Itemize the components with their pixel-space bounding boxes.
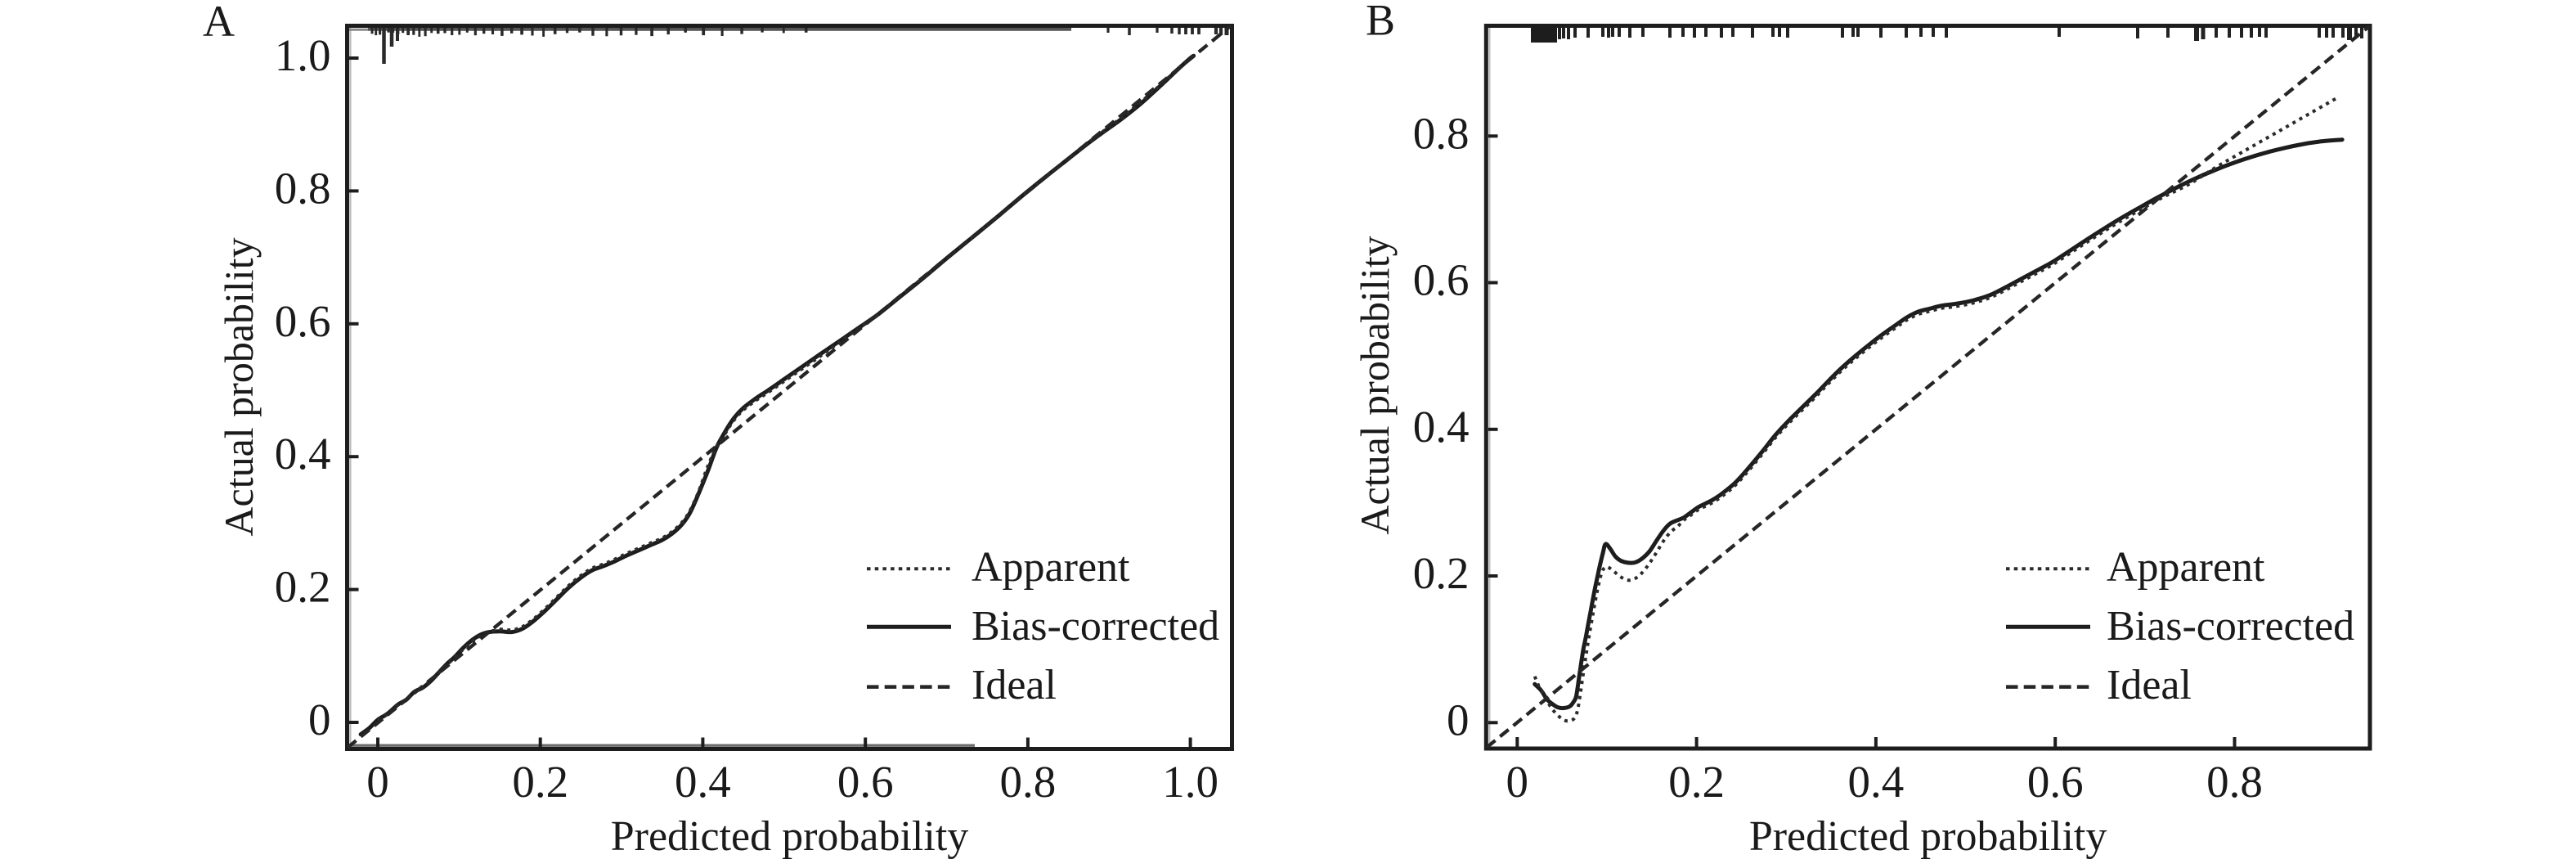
svg-text:Predicted probability: Predicted probability xyxy=(1749,813,2107,860)
svg-text:0.8: 0.8 xyxy=(1000,757,1057,807)
svg-text:0.6: 0.6 xyxy=(1413,255,1470,305)
svg-text:Ideal: Ideal xyxy=(2107,662,2192,708)
svg-text:0.4: 0.4 xyxy=(275,429,331,479)
svg-text:Apparent: Apparent xyxy=(972,544,1130,591)
svg-text:0.2: 0.2 xyxy=(275,562,331,612)
svg-text:0.2: 0.2 xyxy=(1668,757,1725,807)
svg-text:0.4: 0.4 xyxy=(1848,757,1905,807)
svg-text:1.0: 1.0 xyxy=(1162,757,1218,807)
svg-text:0: 0 xyxy=(308,695,331,744)
svg-text:0.6: 0.6 xyxy=(837,757,894,807)
svg-text:Actual probability: Actual probability xyxy=(216,237,262,536)
svg-text:0.2: 0.2 xyxy=(1413,548,1470,598)
svg-text:Bias-corrected: Bias-corrected xyxy=(972,603,1219,650)
svg-text:0.8: 0.8 xyxy=(275,163,331,213)
svg-text:B: B xyxy=(1366,0,1395,45)
svg-text:0.8: 0.8 xyxy=(2206,757,2263,807)
svg-text:0: 0 xyxy=(1447,695,1470,744)
svg-text:0.2: 0.2 xyxy=(512,757,568,807)
svg-text:Bias-corrected: Bias-corrected xyxy=(2107,603,2354,650)
svg-text:Predicted probability: Predicted probability xyxy=(611,813,969,860)
svg-text:0.4: 0.4 xyxy=(675,757,731,807)
svg-text:0.6: 0.6 xyxy=(2027,757,2084,807)
svg-text:1.0: 1.0 xyxy=(275,30,331,80)
svg-text:0: 0 xyxy=(1506,757,1529,807)
svg-text:Apparent: Apparent xyxy=(2107,544,2265,591)
svg-text:0.4: 0.4 xyxy=(1413,402,1470,452)
svg-text:Ideal: Ideal xyxy=(972,662,1057,708)
svg-text:0.8: 0.8 xyxy=(1413,108,1470,158)
svg-text:0.6: 0.6 xyxy=(275,296,331,346)
svg-text:0: 0 xyxy=(366,757,389,807)
svg-text:Actual probability: Actual probability xyxy=(1352,236,1398,534)
svg-text:A: A xyxy=(203,0,235,46)
